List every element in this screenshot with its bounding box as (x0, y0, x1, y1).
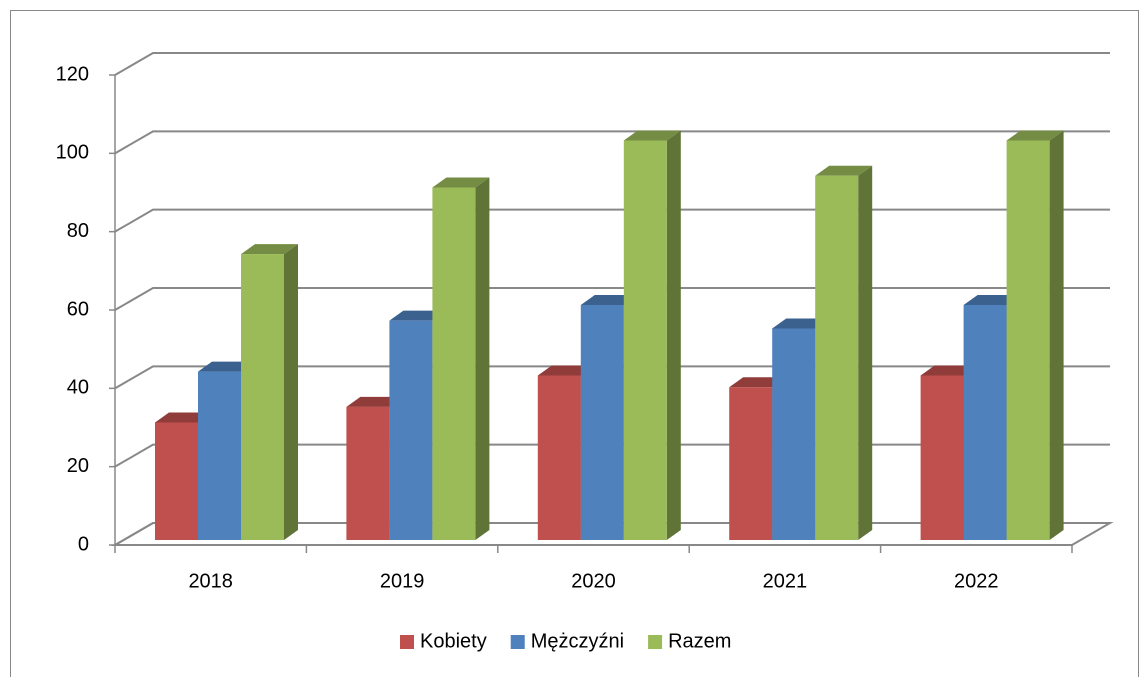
bar-top (537, 365, 595, 376)
legend-label: Kobiety (420, 630, 487, 652)
legend-label: Mężczyźni (531, 630, 624, 652)
bar (815, 175, 859, 540)
bar-side (666, 130, 681, 540)
y-tick-label: 120 (56, 63, 89, 85)
legend-label: Razem (668, 630, 731, 652)
grid-line (114, 208, 1110, 233)
bar (537, 375, 581, 540)
grid-line (114, 130, 1110, 155)
y-tick-label: 0 (78, 533, 89, 555)
x-tick-label: 2021 (763, 570, 808, 592)
bar-top (198, 361, 255, 372)
bar (389, 320, 433, 540)
grid-line (114, 52, 1110, 76)
bar-top (155, 412, 212, 423)
bar-side (858, 165, 873, 540)
bar-side (284, 244, 298, 541)
bar (346, 406, 390, 540)
bar (963, 305, 1007, 540)
bar-top (241, 244, 298, 255)
bar-top (815, 165, 873, 176)
bar-side (475, 177, 490, 540)
bar (772, 328, 816, 540)
legend-swatch (400, 635, 414, 649)
bar-side (1049, 130, 1064, 540)
bar-top (729, 377, 787, 388)
bar (155, 422, 198, 540)
bar (920, 375, 964, 540)
x-tick-label: 2018 (188, 570, 233, 592)
bar-top (389, 310, 447, 321)
bar-top (580, 295, 638, 305)
bar (580, 305, 624, 540)
bar (1006, 140, 1050, 540)
bar (432, 187, 476, 540)
bar-top (772, 318, 830, 329)
x-tick-label: 2022 (954, 570, 999, 592)
y-tick-label: 100 (56, 142, 89, 164)
bar-top (623, 130, 681, 141)
bar (198, 371, 241, 540)
grid-line (114, 287, 1110, 311)
bar (623, 140, 667, 540)
x-tick-label: 2020 (571, 570, 616, 592)
legend-swatch (510, 635, 525, 649)
bar-top (920, 365, 978, 376)
y-tick-label: 60 (67, 298, 89, 320)
x-tick-label: 2019 (380, 570, 425, 592)
y-tick-label: 20 (67, 455, 89, 477)
bar (241, 254, 284, 541)
y-tick-label: 80 (67, 220, 89, 242)
chart-frame (10, 10, 1139, 677)
legend-swatch (648, 635, 663, 649)
bar-top (346, 396, 404, 407)
bar (729, 387, 773, 540)
bar-top (432, 177, 490, 188)
y-tick-label: 40 (67, 377, 89, 399)
bar-top (963, 295, 1021, 305)
bar-top (1006, 130, 1064, 141)
